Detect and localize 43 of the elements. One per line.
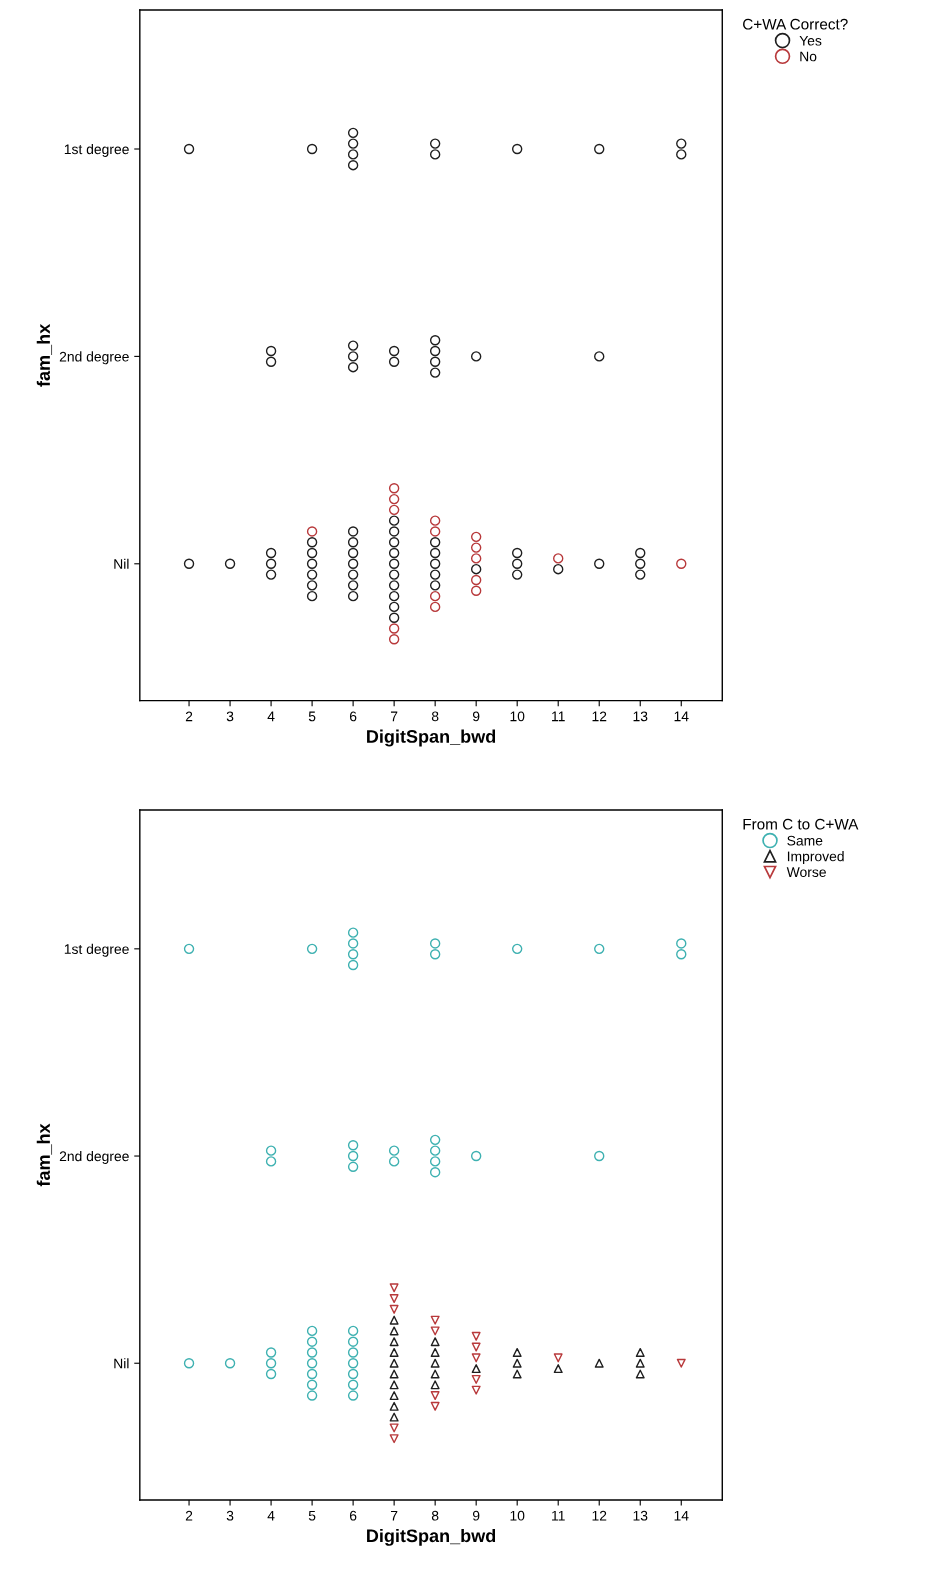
y-tick-label: Nil (114, 1358, 129, 1369)
x-tick-label: 3 (226, 1510, 234, 1521)
x-tick-label: 14 (674, 711, 689, 722)
y-tick-label: 2nd degree (59, 1151, 129, 1164)
y-tick-label: Nil (114, 558, 129, 569)
x-tick-label: 12 (592, 711, 607, 722)
x-tick-label: 14 (674, 1510, 689, 1521)
x-tick-label: 8 (431, 1510, 439, 1521)
x-tick-label: 8 (431, 711, 439, 722)
x-tick-label: 9 (472, 711, 480, 722)
x-tick-label: 6 (349, 1510, 357, 1521)
x-tick-label: 7 (390, 711, 398, 722)
x-tick-label: 13 (633, 711, 648, 722)
x-axis-title: DigitSpan_bwd (367, 1528, 496, 1546)
x-tick-label: 11 (552, 711, 565, 722)
x-tick-label: 10 (510, 1510, 525, 1521)
legend-label: Worse (786, 867, 826, 878)
x-tick-label: 9 (472, 1510, 480, 1521)
legend-label: Same (787, 835, 823, 846)
y-tick-label: 1st degree (64, 943, 129, 957)
legend-label: Improved (787, 851, 844, 865)
x-tick-label: 4 (267, 711, 275, 722)
x-tick-label: 2 (185, 711, 193, 722)
x-tick-label: 10 (510, 711, 525, 722)
x-axis-title: DigitSpan_bwd (367, 729, 496, 747)
x-tick-label: 11 (552, 1510, 565, 1521)
x-tick-label: 12 (592, 1510, 607, 1521)
y-tick-label: 1st degree (64, 143, 129, 157)
legend-title: C+WA Correct? (743, 18, 848, 30)
legend-title: From C to C+WA (743, 818, 859, 830)
x-tick-label: 3 (226, 711, 234, 722)
x-tick-label: 6 (349, 711, 357, 722)
x-tick-label: 4 (267, 1510, 275, 1521)
y-axis-title: fam_hx (36, 1123, 53, 1187)
x-tick-label: 7 (390, 1510, 398, 1521)
legend-label: Yes (799, 35, 822, 46)
y-axis-title: fam_hx (36, 323, 53, 387)
legend-label: No (800, 51, 817, 62)
y-tick-label: 2nd degree (59, 351, 129, 365)
x-tick-label: 5 (308, 711, 316, 722)
x-tick-label: 13 (633, 1510, 648, 1521)
x-tick-label: 5 (308, 1510, 316, 1521)
x-tick-label: 2 (185, 1510, 193, 1521)
